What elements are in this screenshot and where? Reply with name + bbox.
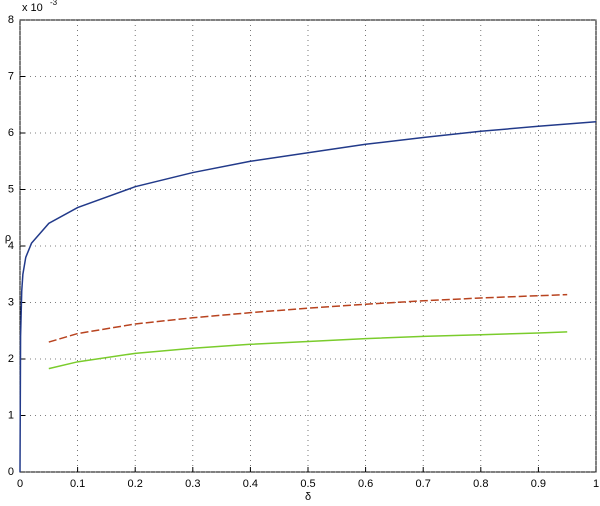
x-tick-label: 1 (593, 478, 599, 490)
series-line (48, 331, 568, 370)
series-line (48, 293, 568, 343)
y-tick-label: 7 (8, 70, 14, 82)
axis-exponent: -3 (50, 0, 58, 7)
y-tick-label: 4 (8, 240, 14, 252)
x-tick-label: 0.4 (243, 478, 258, 490)
x-axis-label: δ (305, 491, 311, 503)
y-tick-label: 2 (8, 353, 14, 365)
x-tick-label: 0.1 (70, 478, 85, 490)
y-tick-label: 0 (8, 466, 14, 478)
axis-multiplier: x 10 (22, 2, 43, 14)
x-tick-label: 0.7 (416, 478, 431, 490)
x-tick-label: 0.6 (358, 478, 373, 490)
series-line (19, 120, 597, 473)
y-tick-label: 8 (8, 14, 14, 26)
x-tick-label: 0 (17, 478, 23, 490)
y-tick-label: 5 (8, 183, 14, 195)
x-tick-label: 0.5 (300, 478, 315, 490)
y-tick-label: 6 (8, 127, 14, 139)
x-tick-label: 0.3 (185, 478, 200, 490)
x-tick-label: 0.2 (128, 478, 143, 490)
y-tick-label: 3 (8, 296, 14, 308)
x-tick-label: 0.8 (473, 478, 488, 490)
x-tick-label: 0.9 (531, 478, 546, 490)
y-axis-label: ρ (5, 232, 11, 244)
y-tick-label: 1 (8, 409, 14, 421)
